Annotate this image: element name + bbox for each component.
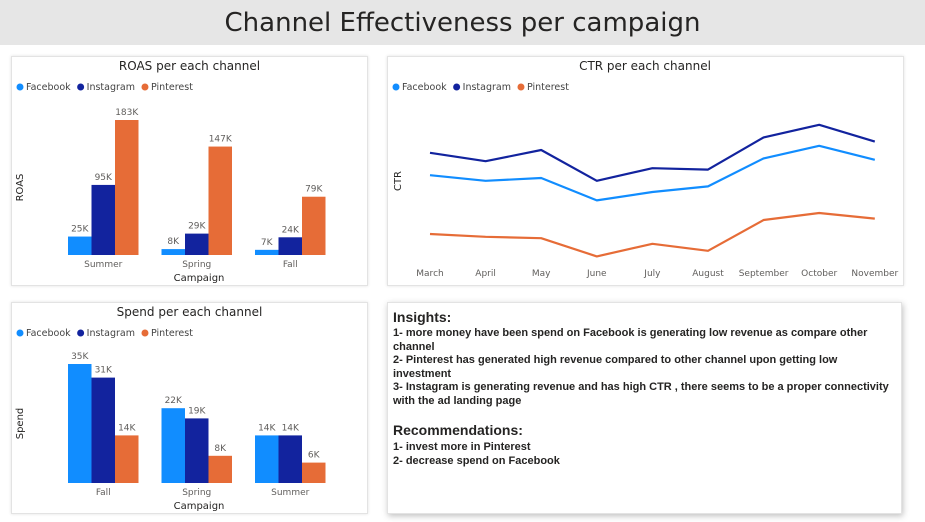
x-tick-label: July — [643, 269, 661, 279]
roas-bar-chart: ROAS per each channel Facebook Instagram Pi… — [15, 59, 326, 284]
data-label: 19K — [188, 406, 206, 416]
bar-instagram-spring — [185, 233, 209, 255]
bar-instagram-fall — [278, 237, 302, 255]
bar-facebook-spring — [161, 408, 185, 483]
insights-heading: Insights: — [393, 309, 452, 325]
line-facebook — [429, 144, 876, 202]
bar-facebook-summer — [255, 435, 279, 483]
data-label: 95K — [95, 173, 113, 183]
y-axis-label: ROAS — [15, 174, 26, 202]
data-label: 24K — [282, 225, 300, 235]
data-label: 25K — [71, 225, 89, 235]
data-label: 7K — [261, 238, 274, 248]
x-tick-label: November — [851, 269, 898, 279]
x-tick-label: September — [739, 269, 789, 279]
data-label: 147K — [209, 135, 233, 145]
chart-title: CTR per each channel — [579, 59, 711, 73]
legend-marker-instagram — [77, 83, 85, 91]
legend-marker-instagram — [453, 83, 461, 91]
data-label: 8K — [214, 444, 227, 454]
x-tick-label: Summer — [271, 488, 309, 498]
ctr-chart-panel[interactable]: CTR per each channel Facebook Instagram Pin… — [387, 56, 904, 286]
recommendation-item: 2- decrease spend on Facebook — [393, 455, 560, 467]
bar-instagram-summer — [278, 435, 302, 483]
insight-item: 3- Instagram is generating revenue and h… — [393, 381, 889, 407]
legend-marker-facebook — [392, 83, 400, 91]
bar-facebook-fall — [255, 249, 279, 255]
legend-label-facebook: Facebook — [26, 328, 71, 339]
x-tick-label: Spring — [182, 488, 211, 498]
legend-label-instagram: Instagram — [463, 82, 511, 93]
page-title: Channel Effectiveness per campaign — [224, 7, 701, 38]
legend-marker-pinterest — [141, 83, 149, 91]
data-label: 79K — [305, 185, 323, 195]
recommendations-heading: Recommendations: — [393, 422, 523, 438]
x-tick-label: April — [475, 269, 496, 279]
bar-pinterest-spring — [208, 455, 232, 483]
bar-pinterest-summer — [302, 462, 326, 483]
data-label: 22K — [165, 396, 183, 406]
data-label: 29K — [188, 222, 206, 232]
bar-pinterest-fall — [115, 435, 139, 483]
insight-item: 2- Pinterest has generated high revenue … — [393, 354, 838, 380]
bar-facebook-summer — [68, 236, 92, 255]
legend-label-facebook: Facebook — [26, 82, 71, 93]
x-axis-label: Campaign — [174, 501, 225, 512]
insight-item: 1- more money have been spend on Faceboo… — [393, 327, 868, 353]
x-tick-label: May — [532, 269, 551, 279]
data-label: 6K — [308, 451, 321, 461]
x-tick-label: Fall — [96, 488, 111, 498]
insights-panel: Insights: 1- more money have been spend … — [387, 302, 902, 514]
page-title-bar: Channel Effectiveness per campaign — [0, 0, 925, 45]
roas-chart-panel[interactable]: ROAS per each channel Facebook Instagram Pi… — [11, 56, 368, 286]
legend-marker-pinterest — [141, 329, 149, 337]
x-tick-label: March — [416, 269, 443, 279]
bar-instagram-spring — [185, 418, 209, 483]
spend-chart-panel[interactable]: Spend per each channel Facebook Instagram P… — [11, 302, 368, 514]
bar-facebook-spring — [161, 249, 185, 255]
x-axis-label: Campaign — [174, 273, 225, 284]
recommendation-item: 1- invest more in Pinterest — [393, 441, 531, 453]
chart-title: ROAS per each channel — [119, 59, 260, 73]
chart-title: Spend per each channel — [117, 305, 263, 319]
data-label: 8K — [167, 237, 180, 247]
x-tick-label: June — [586, 269, 607, 279]
legend-label-pinterest: Pinterest — [151, 82, 193, 93]
bar-facebook-fall — [68, 364, 92, 483]
bar-instagram-summer — [91, 184, 115, 255]
legend-label-facebook: Facebook — [402, 82, 447, 93]
data-label: 31K — [95, 366, 113, 376]
ctr-line-chart: CTR per each channel Facebook Instagram Pin… — [392, 59, 899, 279]
line-pinterest — [429, 211, 875, 258]
line-instagram — [429, 123, 876, 182]
spend-bar-chart: Spend per each channel Facebook Instagram P… — [15, 305, 326, 512]
x-tick-label: October — [801, 269, 837, 279]
x-tick-label: August — [692, 269, 724, 279]
y-axis-label: CTR — [393, 171, 404, 191]
bar-pinterest-fall — [302, 196, 326, 255]
legend-label-instagram: Instagram — [87, 328, 135, 339]
data-label: 183K — [115, 108, 139, 118]
legend-label-pinterest: Pinterest — [527, 82, 569, 93]
bar-pinterest-summer — [115, 120, 139, 255]
x-tick-label: Summer — [84, 260, 122, 270]
data-label: 14K — [258, 423, 276, 433]
y-axis-label: Spend — [15, 408, 26, 440]
legend-label-pinterest: Pinterest — [151, 328, 193, 339]
x-tick-label: Spring — [182, 260, 211, 270]
legend-marker-facebook — [16, 83, 24, 91]
x-tick-label: Fall — [283, 260, 298, 270]
legend-marker-pinterest — [517, 83, 525, 91]
data-label: 14K — [118, 423, 136, 433]
legend-label-instagram: Instagram — [87, 82, 135, 93]
data-label: 14K — [282, 423, 300, 433]
legend-marker-instagram — [77, 329, 85, 337]
bar-instagram-fall — [91, 377, 115, 483]
legend-marker-facebook — [16, 329, 24, 337]
bar-pinterest-spring — [208, 146, 232, 255]
data-label: 35K — [71, 352, 89, 362]
